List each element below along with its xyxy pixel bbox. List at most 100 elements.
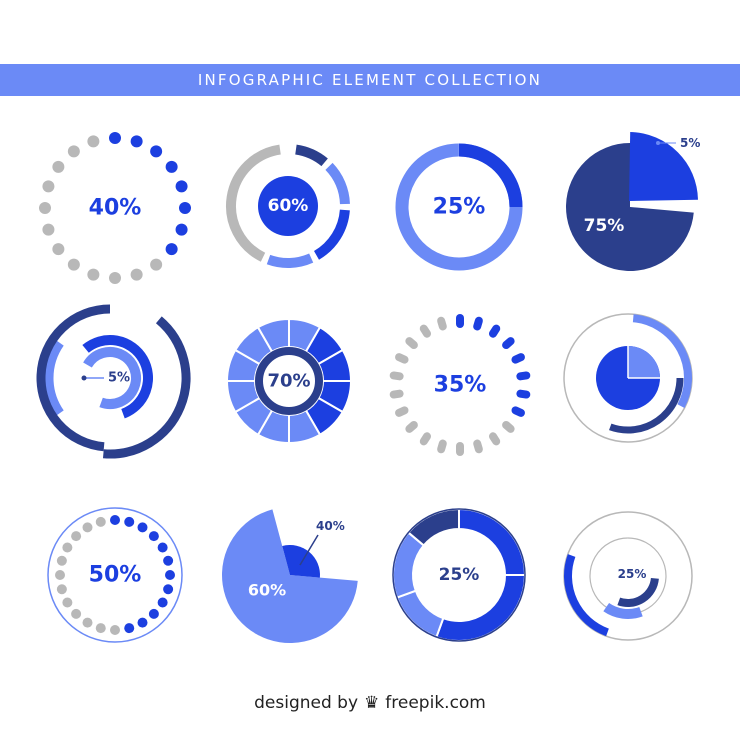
framed-dots-dot — [148, 608, 159, 619]
framed-dots-label: 50% — [89, 563, 142, 588]
dots-ring-dot — [175, 223, 188, 236]
framed-dots-dot — [163, 555, 174, 566]
nested-arcs-arc — [82, 335, 153, 419]
segment-ring-label: 60% — [268, 196, 309, 216]
triple-arcs-arc — [564, 554, 609, 637]
framed-dots-dot — [56, 555, 67, 566]
dash-ring-dash — [456, 442, 464, 456]
dash-ring-dash — [488, 432, 501, 446]
dots-ring-dot — [87, 135, 100, 148]
dash-ring-dash — [473, 316, 483, 331]
dash-ring-dash — [419, 324, 432, 338]
nested-arcs-arc — [102, 316, 191, 459]
dash-ring-dash — [502, 420, 515, 433]
dash-ring-dash — [516, 371, 531, 381]
big-pie-label: 60% — [248, 581, 286, 600]
nested-arcs-leader-dot — [81, 375, 87, 381]
dots-ring-dot — [165, 160, 178, 173]
dash-ring-dash — [395, 406, 409, 417]
dots-ring-dot — [150, 145, 163, 158]
big-pie-label: 40% — [316, 519, 345, 533]
segment-ring-center — [258, 176, 318, 236]
big-pie-slice — [282, 545, 320, 578]
framed-dots-frame — [47, 507, 183, 643]
nested-arcs-label: 5% — [108, 371, 130, 386]
dots-ring-dot — [52, 160, 65, 173]
framed-dots-dot — [137, 522, 148, 533]
framed-dots-dot — [110, 625, 120, 635]
exploded-pie-label: 5% — [680, 136, 700, 150]
dash-ring-dash — [395, 353, 409, 364]
nested-arcs-arc — [42, 339, 64, 417]
segment-ring-arc — [226, 144, 281, 262]
framed-dots-dot — [62, 542, 73, 553]
framed-dots-dot — [95, 623, 106, 634]
dots-ring-dot — [109, 132, 121, 144]
framed-dots-dot — [165, 570, 175, 580]
nested-arcs-arc — [36, 304, 111, 452]
dots-ring-dot — [67, 258, 80, 271]
pie-with-rings-arc — [632, 314, 692, 409]
dash-ring-dash — [502, 337, 515, 350]
nested-arcs-arc — [83, 347, 141, 409]
dots-ring-dot — [130, 135, 143, 148]
segment-ring-arc — [313, 209, 350, 260]
dash-ring-dash — [437, 316, 447, 331]
framed-dots-dot — [95, 516, 106, 527]
dash-ring-dash — [473, 439, 483, 454]
dash-ring-dash — [456, 314, 464, 328]
exploded-pie-leader-dot — [656, 141, 660, 145]
footer-credit: designed by ♛ freepik.com — [0, 693, 740, 713]
framed-dots-dot — [157, 597, 168, 608]
thick-ring-value — [458, 143, 523, 208]
dots-ring-dot — [130, 268, 143, 281]
dash-ring-label: 35% — [434, 373, 487, 398]
exploded-pie-label: 75% — [584, 216, 625, 236]
freepik-crown-icon: ♛ — [364, 693, 380, 713]
framed-dots-dot — [55, 570, 65, 580]
dots-ring-dot — [42, 223, 55, 236]
designed-by-text: designed by — [254, 693, 359, 713]
dots-ring-dot — [175, 180, 188, 193]
dots-ring-dot — [42, 180, 55, 193]
dash-ring-dash — [389, 389, 404, 399]
dash-ring-dash — [511, 406, 525, 417]
thick-ring-label: 25% — [433, 195, 486, 220]
triple-arcs-arc — [617, 577, 659, 607]
banner-title: INFOGRAPHIC ELEMENT COLLECTION — [197, 71, 543, 89]
dots-ring-dot — [165, 243, 178, 256]
dots-ring-dot — [150, 258, 163, 271]
dash-ring-dash — [437, 439, 447, 454]
segmented-donut-segment — [395, 589, 445, 639]
framed-dots-dot — [124, 516, 135, 527]
title-banner: INFOGRAPHIC ELEMENT COLLECTION — [0, 64, 740, 96]
dots-ring-label: 40% — [89, 196, 142, 221]
dash-ring-dash — [419, 432, 432, 446]
framed-dots-dot — [163, 584, 174, 595]
framed-dots-dot — [148, 531, 159, 542]
dash-ring-dash — [516, 389, 531, 399]
exploded-pie-slice — [566, 143, 694, 271]
segment-ring-arc — [295, 144, 328, 167]
dots-ring-dot — [52, 243, 65, 256]
framed-dots-dot — [110, 515, 120, 525]
dots-ring-dot — [109, 272, 121, 284]
framed-dots-dot — [82, 522, 93, 533]
triple-arcs-arc — [603, 602, 643, 619]
segmented-donut-label: 25% — [439, 565, 480, 585]
wheel-label: 70% — [267, 371, 310, 392]
segment-ring-arc — [325, 162, 350, 205]
dash-ring-dash — [488, 324, 501, 338]
dots-ring-dot — [179, 202, 191, 214]
wheel-center-ring — [255, 347, 323, 415]
segment-ring-arc — [266, 253, 314, 268]
framed-dots-dot — [62, 597, 73, 608]
framed-dots-dot — [71, 608, 82, 619]
pie-with-rings-arc — [609, 377, 684, 434]
dash-ring-dash — [511, 353, 525, 364]
dash-ring-dash — [405, 420, 418, 433]
big-pie-slice — [221, 509, 358, 643]
dots-ring-dot — [87, 268, 100, 281]
freepik-brand-text: freepik.com — [385, 693, 486, 713]
exploded-pie-slice — [629, 132, 698, 201]
